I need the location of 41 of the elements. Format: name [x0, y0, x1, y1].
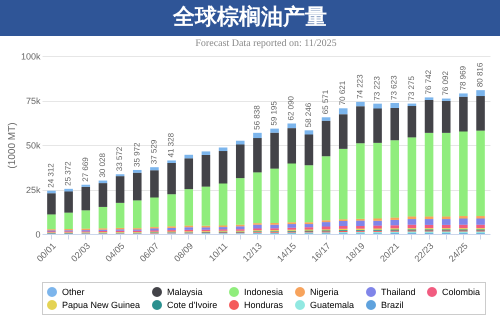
legend-label: Cote d'Ivoire [167, 300, 218, 310]
chart-title: 全球棕榈油产量 [0, 0, 500, 36]
total-label: 35 972 [132, 142, 142, 167]
legend-label: Guatemala [310, 300, 354, 310]
total-label: 33 572 [115, 146, 124, 172]
legend-label: Nigeria [310, 287, 339, 297]
total-label: 27 669 [80, 156, 90, 182]
y-tick-label: 100k [20, 52, 41, 62]
total-label: 56 838 [252, 104, 262, 130]
legend-label: Honduras [244, 300, 284, 310]
total-label: 24 312 [46, 162, 56, 188]
total-label: 76 092 [441, 70, 450, 96]
legend-label: Brazil [381, 300, 404, 310]
total-label: 25 372 [64, 160, 73, 186]
total-label: 70 621 [338, 80, 348, 106]
total-label: 37 529 [149, 139, 158, 164]
total-label: 74 223 [355, 74, 364, 99]
total-label: 58 246 [304, 102, 313, 128]
y-tick-label: 25k [26, 185, 41, 195]
y-tick-label: 75k [26, 96, 41, 106]
total-label: 73 275 [406, 76, 416, 101]
total-label: 30 028 [98, 152, 107, 178]
total-label: 76 742 [424, 69, 434, 94]
total-label: 62 090 [286, 95, 296, 120]
total-label: 59 195 [270, 100, 279, 126]
total-label: 41 328 [166, 132, 176, 158]
legend-label: Papua New Guinea [62, 300, 140, 310]
chart-subtitle: Forecast Data reported on: 11/2025 [195, 38, 337, 49]
total-label: 80 816 [476, 62, 485, 88]
legend-label: Colombia [442, 287, 480, 297]
y-tick-label: 50k [26, 140, 41, 150]
total-label: 78 969 [458, 65, 468, 90]
total-label: 73 623 [390, 74, 399, 100]
total-label: 65 571 [321, 89, 330, 114]
legend-label: Indonesia [244, 287, 284, 297]
legend-label: Malaysia [167, 287, 203, 297]
total-label: 73 223 [372, 76, 382, 101]
legend-label: Other [62, 287, 85, 297]
legend-label: Thailand [381, 287, 416, 297]
y-axis-title: (1000 MT) [6, 122, 18, 169]
y-tick-label: 0 [35, 230, 40, 240]
